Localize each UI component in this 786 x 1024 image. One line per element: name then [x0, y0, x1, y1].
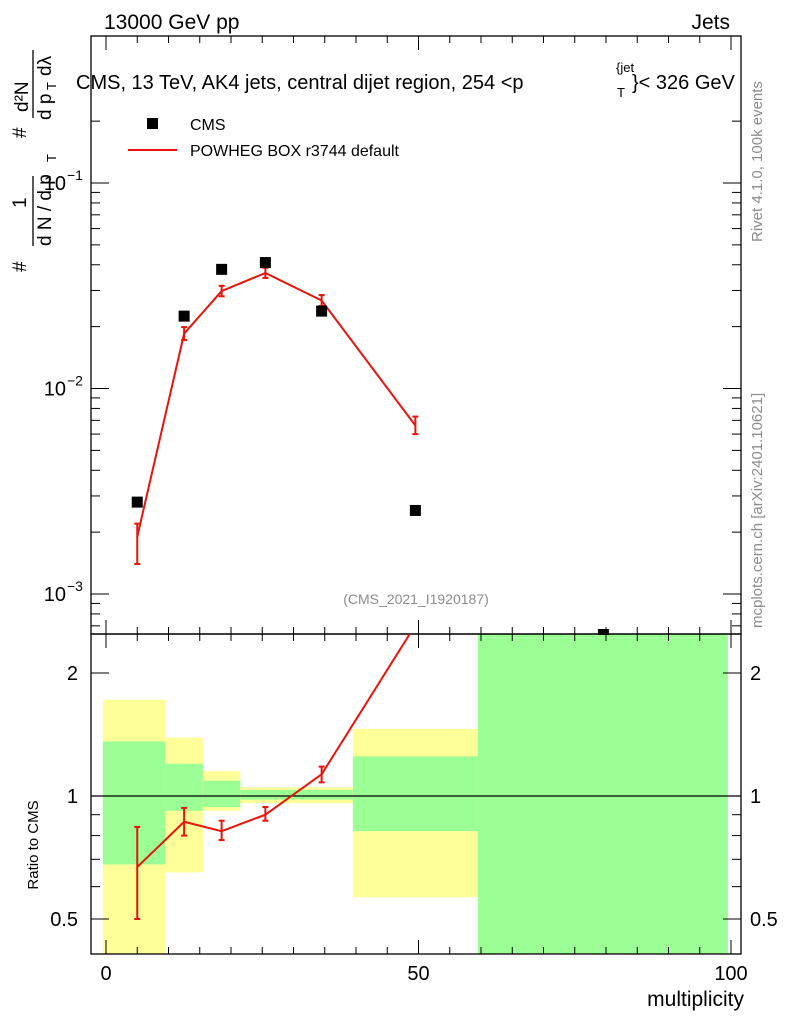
- x-tick-label: 50: [407, 963, 429, 985]
- cms-point: [316, 305, 328, 317]
- ratio-plot-marks: [134, 634, 411, 920]
- main-plot-marks: [131, 257, 421, 565]
- y-label-hash-2: #: [10, 127, 31, 138]
- powheg-ratio-line: [136, 634, 411, 868]
- ratio-y-axis-label: Ratio to CMS: [25, 800, 42, 889]
- y-tick-label-ratio-left: 2: [67, 663, 78, 685]
- plot-title-superscript: {jet: [616, 60, 634, 75]
- band-inner-1: [165, 763, 203, 811]
- y-tick-label-ratio-right: 0.5: [750, 909, 778, 931]
- x-tick-label: 100: [714, 963, 747, 985]
- y-label-den-2-sub: T: [44, 82, 59, 90]
- band-inner-4: [352, 756, 478, 832]
- cms-point: [131, 496, 143, 508]
- powheg-line: [136, 271, 417, 537]
- main-y-axis-label: # 1 d N / d p T # d²N d p T dλ: [10, 50, 59, 272]
- y-label-den-1-sub: T: [44, 154, 59, 162]
- y-tick-label-main: 10: [44, 584, 66, 606]
- cms-point: [216, 263, 228, 275]
- cms-point-clipped: [597, 629, 609, 635]
- y-label-num-1: 1: [10, 197, 31, 208]
- plot-title-subscript: T: [617, 85, 625, 100]
- y-label-den-2-end: dλ: [35, 55, 56, 76]
- main-plot-frame: [90, 35, 742, 635]
- ratio-plot-frame: [90, 633, 742, 955]
- boundary-marks: [597, 629, 609, 635]
- ratio-uncertainty-bands: [102, 634, 728, 954]
- y-label-den-2: d p: [35, 94, 56, 120]
- rivet-version-label: Rivet 4.1.0, 100k events: [749, 81, 766, 242]
- cms-point: [409, 504, 421, 516]
- x-tick-label: 0: [100, 963, 111, 985]
- plot-title: CMS, 13 TeV, AK4 jets, central dijet reg…: [76, 72, 524, 94]
- y-label-hash-1: #: [10, 261, 31, 272]
- energy-label: 13000 GeV pp: [104, 11, 239, 34]
- legend-cms-marker: [147, 118, 158, 129]
- x-axis-label: multiplicity: [647, 988, 744, 1011]
- band-inner-2: [202, 780, 241, 807]
- y-tick-label-ratio-right: 2: [750, 663, 761, 685]
- y-label-num-2: d²N: [12, 81, 33, 112]
- y-tick-label-main-exp: −2: [67, 373, 83, 389]
- y-tick-label-main: 10: [44, 379, 66, 401]
- y-tick-label-ratio-right: 1: [750, 786, 761, 808]
- axis-ticks: [91, 36, 741, 954]
- y-tick-label-main-exp: −3: [67, 578, 83, 594]
- analysis-watermark: (CMS_2021_I1920187): [343, 591, 489, 607]
- y-tick-label-ratio-left: 1: [67, 786, 78, 808]
- band-inner-5: [477, 634, 728, 954]
- legend-powheg-label: POWHEG BOX r3744 default: [190, 143, 400, 160]
- y-tick-label-main: 10: [44, 173, 66, 195]
- band-inner-0: [102, 741, 166, 865]
- plot-title-end: }< 326 GeV: [632, 72, 736, 94]
- y-tick-label-main-exp: −1: [67, 167, 83, 183]
- y-label-den-1: d N / d p: [35, 174, 56, 246]
- category-label: Jets: [691, 11, 730, 34]
- cms-point: [178, 310, 190, 322]
- legend-cms-label: CMS: [190, 117, 226, 134]
- legend: CMS POWHEG BOX r3744 default: [128, 117, 400, 160]
- cms-point: [259, 257, 271, 269]
- band-inner-3: [240, 789, 353, 800]
- y-tick-label-ratio-left: 0.5: [50, 909, 78, 931]
- mcplots-reference-label: mcplots.cern.ch [arXiv:2401.10621]: [749, 393, 766, 628]
